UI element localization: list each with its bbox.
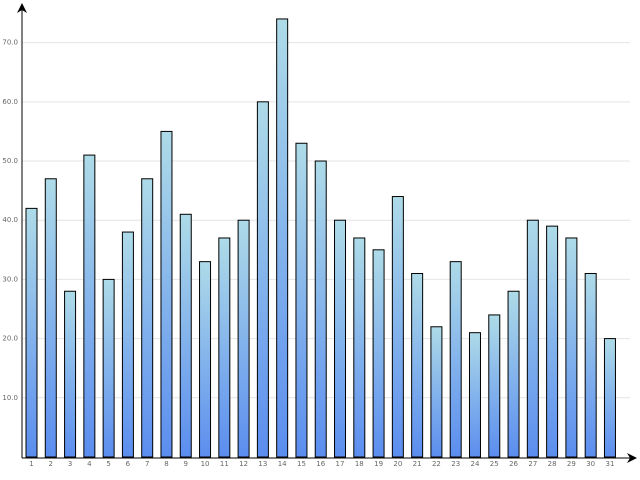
bar xyxy=(334,219,347,458)
bar xyxy=(25,207,38,458)
x-tick-label: 5 xyxy=(106,460,110,468)
x-tick-label: 8 xyxy=(164,460,168,468)
x-tick-label: 29 xyxy=(567,460,576,468)
x-tick-label: 22 xyxy=(432,460,441,468)
x-axis-arrow xyxy=(627,453,637,463)
x-tick-label: 21 xyxy=(413,460,422,468)
x-tick-label: 7 xyxy=(145,460,149,468)
x-tick-label: 26 xyxy=(509,460,518,468)
bar xyxy=(526,219,539,458)
bar xyxy=(565,237,578,458)
x-tick-label: 9 xyxy=(184,460,188,468)
x-tick-label: 16 xyxy=(316,460,325,468)
x-tick-label: 15 xyxy=(297,460,306,468)
bar xyxy=(179,213,192,458)
x-tick-label: 28 xyxy=(548,460,557,468)
bar xyxy=(102,278,115,458)
bar xyxy=(256,101,269,458)
bar xyxy=(83,154,96,458)
y-tick-label: 70.0 xyxy=(2,39,18,47)
x-tick-label: 12 xyxy=(239,460,248,468)
x-tick-label: 17 xyxy=(336,460,345,468)
bar xyxy=(449,261,462,458)
y-tick-label: 40.0 xyxy=(2,216,18,224)
x-tick-label: 25 xyxy=(490,460,499,468)
bar xyxy=(295,142,308,458)
bar xyxy=(141,178,154,458)
bar xyxy=(44,178,57,458)
x-tick-label: 2 xyxy=(49,460,53,468)
x-tick-label: 19 xyxy=(374,460,383,468)
bar xyxy=(353,237,366,458)
bar xyxy=(546,225,559,458)
bar xyxy=(507,290,520,458)
bar xyxy=(468,332,481,458)
x-tick-label: 11 xyxy=(220,460,229,468)
x-tick-label: 14 xyxy=(278,460,287,468)
bar xyxy=(372,249,385,458)
bar xyxy=(488,314,501,458)
x-tick-label: 6 xyxy=(126,460,131,468)
x-tick-label: 31 xyxy=(605,460,614,468)
x-tick-label: 24 xyxy=(471,460,480,468)
x-tick-label: 30 xyxy=(586,460,595,468)
y-tick-label: 50.0 xyxy=(2,157,18,165)
bar xyxy=(237,219,250,458)
bar xyxy=(391,196,404,458)
y-tick-label: 20.0 xyxy=(2,335,18,343)
bar xyxy=(121,231,134,458)
bar xyxy=(603,338,616,458)
x-tick-label: 3 xyxy=(68,460,72,468)
bar xyxy=(160,130,173,458)
bar xyxy=(199,261,212,458)
bar xyxy=(430,326,443,458)
bar xyxy=(411,272,424,458)
y-tick-label: 10.0 xyxy=(2,394,18,402)
bar xyxy=(276,18,289,458)
bar xyxy=(64,290,77,458)
y-tick-label: 60.0 xyxy=(2,98,18,106)
x-tick-label: 20 xyxy=(393,460,402,468)
x-tick-label: 27 xyxy=(528,460,537,468)
bar xyxy=(218,237,231,458)
y-axis-arrow xyxy=(17,3,27,13)
x-tick-label: 10 xyxy=(201,460,210,468)
x-tick-label: 23 xyxy=(451,460,460,468)
bar xyxy=(584,272,597,458)
x-tick-label: 4 xyxy=(87,460,92,468)
x-tick-label: 18 xyxy=(355,460,364,468)
x-tick-label: 13 xyxy=(258,460,267,468)
y-tick-label: 30.0 xyxy=(2,275,18,283)
x-tick-label: 1 xyxy=(29,460,33,468)
bar xyxy=(314,160,327,458)
